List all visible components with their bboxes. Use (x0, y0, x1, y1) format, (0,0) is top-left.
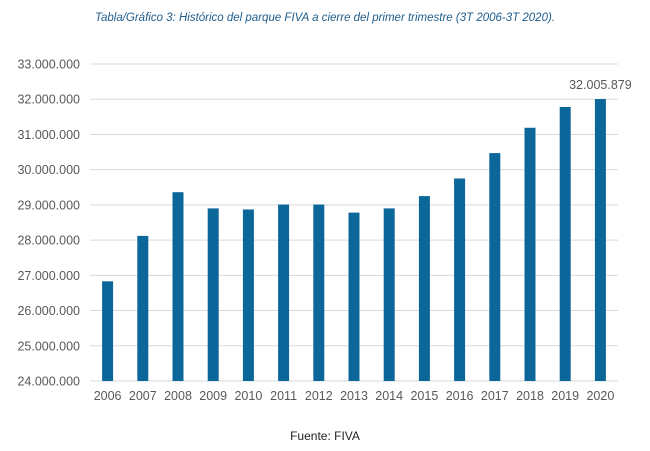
x-tick-label: 2014 (375, 389, 403, 403)
x-tick-label: 2013 (340, 389, 368, 403)
y-tick-label: 24.000.000 (17, 375, 80, 389)
x-tick-label: 2006 (94, 389, 122, 403)
bar-2018 (524, 127, 536, 381)
x-tick-label: 2019 (551, 389, 579, 403)
bar-2007 (137, 235, 149, 381)
x-tick-label: 2017 (481, 389, 509, 403)
y-tick-label: 32.000.000 (17, 93, 80, 107)
x-tick-label: 2010 (234, 389, 262, 403)
bar-2014 (383, 208, 395, 381)
bar-2016 (454, 178, 466, 381)
y-tick-label: 25.000.000 (17, 339, 80, 353)
bar-2015 (418, 196, 430, 381)
bar-2008 (172, 192, 184, 381)
bars (102, 99, 606, 382)
y-axis-ticks: 24.000.000 25.000.000 26.000.000 27.000.000… (17, 58, 80, 389)
y-tick-label: 27.000.000 (17, 269, 80, 283)
y-tick-label: 29.000.000 (17, 198, 80, 212)
data-labels: 32.005.879 (569, 78, 632, 92)
x-tick-label: 2012 (305, 389, 333, 403)
x-tick-label: 2016 (446, 389, 474, 403)
bar-2009 (207, 208, 219, 381)
bar-2013 (348, 212, 360, 381)
y-tick-label: 31.000.000 (17, 128, 80, 142)
x-tick-label: 2009 (199, 389, 227, 403)
bar-2020 (594, 99, 606, 382)
bar-2011 (278, 204, 290, 381)
y-tick-label: 26.000.000 (17, 304, 80, 318)
bar-2017 (489, 153, 501, 381)
source-note: Fuente: FIVA (290, 429, 360, 443)
bar-2019 (559, 106, 571, 382)
bar-2006 (102, 281, 114, 381)
x-tick-label: 2018 (516, 389, 544, 403)
data-label: 32.005.879 (569, 78, 632, 92)
bar-2012 (313, 204, 325, 381)
y-tick-label: 33.000.000 (17, 58, 80, 72)
y-tick-label: 28.000.000 (17, 234, 80, 248)
x-tick-label: 2011 (270, 389, 297, 403)
x-tick-label: 2015 (410, 389, 438, 403)
x-axis-ticks: 2006 2007 2008 2009 2010 2011 2012 2013 2014 2015… (94, 389, 615, 403)
x-tick-label: 2008 (164, 389, 192, 403)
x-tick-label: 2020 (586, 389, 614, 403)
bar-2010 (242, 209, 254, 381)
y-tick-label: 30.000.000 (17, 163, 80, 177)
x-tick-label: 2007 (129, 389, 157, 403)
chart-title: Tabla/Gráfico 3: Histórico del parque FI… (95, 12, 555, 24)
